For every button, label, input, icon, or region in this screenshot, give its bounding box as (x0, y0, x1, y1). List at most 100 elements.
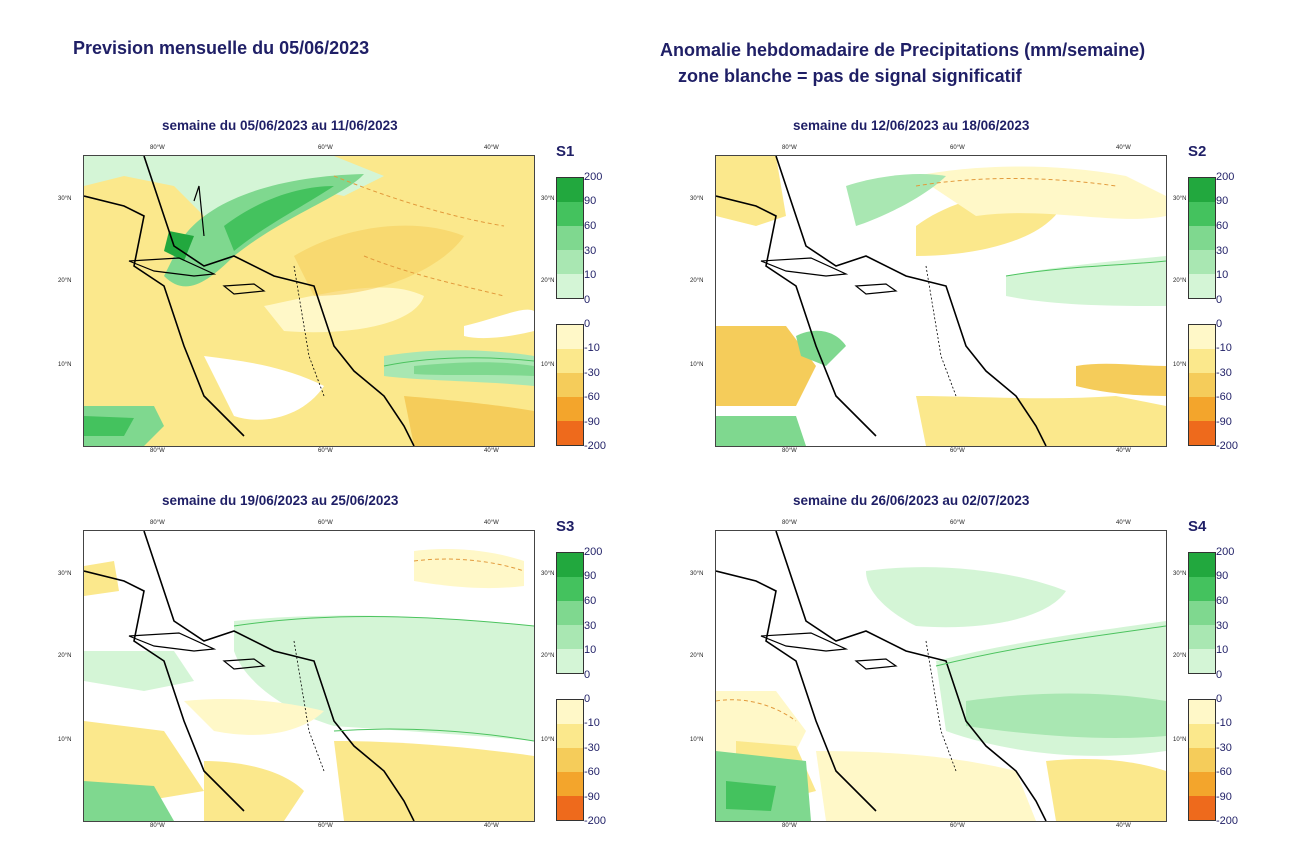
legend-lat-label: 20°N (1173, 278, 1187, 284)
lon-label: 80°W (150, 448, 165, 454)
legend-label: 200 (584, 171, 603, 183)
lon-label: 40°W (484, 823, 499, 829)
legend-label: 10 (584, 644, 597, 656)
legend-swatch (1189, 274, 1215, 298)
lat-label: 20°N (58, 653, 72, 659)
legend-label: -200 (584, 815, 607, 827)
legend-label: 0 (1216, 669, 1223, 681)
legend-lat-label: 30°N (1173, 196, 1187, 202)
legend-label: 0 (584, 693, 591, 705)
legend-swatch (1189, 772, 1215, 796)
panel-s1-title: semaine du 05/06/2023 au 11/06/2023 (162, 118, 398, 133)
positive-legend (1188, 177, 1216, 299)
lon-label: 80°W (150, 520, 165, 526)
legend-swatch (1189, 748, 1215, 772)
legend-label: 200 (1216, 171, 1235, 183)
lon-label: 80°W (782, 823, 797, 829)
negative-legend (556, 699, 584, 821)
legend-label: 0 (1216, 294, 1223, 306)
legend-label: -90 (584, 416, 600, 428)
legend-swatch (557, 349, 583, 373)
negative-legend (1188, 699, 1216, 821)
legend-lat-label: 30°N (541, 196, 555, 202)
legend-label: 0 (1216, 693, 1223, 705)
lat-label: 30°N (58, 196, 72, 202)
panel-s3-code: S3 (556, 518, 575, 535)
legend-swatch (557, 724, 583, 748)
lat-label: 10°N (690, 362, 704, 368)
negative-legend (556, 324, 584, 446)
legend-label: -10 (1216, 717, 1232, 729)
panel-s4-map (715, 530, 1167, 822)
legend-lat-label: 30°N (541, 571, 555, 577)
legend-swatch (557, 373, 583, 397)
legend-label: 10 (1216, 269, 1229, 281)
lat-label: 20°N (690, 278, 704, 284)
legend-swatch (557, 421, 583, 445)
legend-swatch (1189, 553, 1215, 577)
lon-label: 80°W (782, 145, 797, 151)
legend-lat-label: 10°N (541, 362, 555, 368)
legend-label: 30 (1216, 620, 1229, 632)
panel-s4-title: semaine du 26/06/2023 au 02/07/2023 (793, 493, 1030, 508)
legend-swatch (557, 625, 583, 649)
legend-swatch (1189, 373, 1215, 397)
legend-swatch (1189, 649, 1215, 673)
legend-swatch (1189, 178, 1215, 202)
legend-swatch (1189, 724, 1215, 748)
legend-label: -90 (1216, 791, 1232, 803)
legend-swatch (557, 577, 583, 601)
legend-label: 90 (1216, 195, 1229, 207)
lon-label: 60°W (318, 520, 333, 526)
panel-s3-title: semaine du 19/06/2023 au 25/06/2023 (162, 493, 399, 508)
legend-label: -30 (584, 742, 600, 754)
legend-swatch (557, 553, 583, 577)
legend-swatch (557, 397, 583, 421)
legend-label: -30 (1216, 367, 1232, 379)
legend-label: -10 (584, 717, 600, 729)
panel-s1-map (83, 155, 535, 447)
legend-label: -200 (1216, 440, 1239, 452)
legend-label: 30 (584, 620, 597, 632)
legend-label: 60 (584, 220, 597, 232)
legend-label: 0 (584, 294, 591, 306)
legend-label: 200 (584, 546, 603, 558)
positive-legend (1188, 552, 1216, 674)
legend-label: 60 (1216, 595, 1229, 607)
lat-label: 20°N (58, 278, 72, 284)
legend-label: -60 (1216, 391, 1232, 403)
legend-label: -30 (584, 367, 600, 379)
legend-swatch (1189, 325, 1215, 349)
legend-swatch (557, 700, 583, 724)
no-signal-note: zone blanche = pas de signal significati… (678, 66, 1022, 86)
legend-swatch (557, 250, 583, 274)
positive-legend (556, 177, 584, 299)
lon-label: 80°W (782, 448, 797, 454)
legend-swatch (557, 748, 583, 772)
legend-label: -10 (1216, 342, 1232, 354)
legend-label: 30 (584, 245, 597, 257)
legend-swatch (557, 325, 583, 349)
legend-label: 90 (1216, 570, 1229, 582)
lon-label: 80°W (150, 145, 165, 151)
lon-label: 60°W (950, 823, 965, 829)
legend-swatch (1189, 700, 1215, 724)
lon-label: 40°W (484, 145, 499, 151)
legend-lat-label: 20°N (1173, 653, 1187, 659)
lon-label: 40°W (484, 448, 499, 454)
legend-label: 0 (1216, 318, 1223, 330)
lat-label: 30°N (58, 571, 72, 577)
legend-label: 200 (1216, 546, 1235, 558)
forecast-date-title: Prevision mensuelle du 05/06/2023 (73, 38, 370, 58)
panel-s3-map (83, 530, 535, 822)
legend-label: 90 (584, 570, 597, 582)
legend-lat-label: 30°N (1173, 571, 1187, 577)
lon-label: 60°W (950, 448, 965, 454)
legend-swatch (557, 796, 583, 820)
legend-label: -30 (1216, 742, 1232, 754)
legend-label: 10 (584, 269, 597, 281)
legend-label: -200 (584, 440, 607, 452)
positive-legend (556, 552, 584, 674)
lat-label: 10°N (690, 737, 704, 743)
legend-swatch (557, 772, 583, 796)
